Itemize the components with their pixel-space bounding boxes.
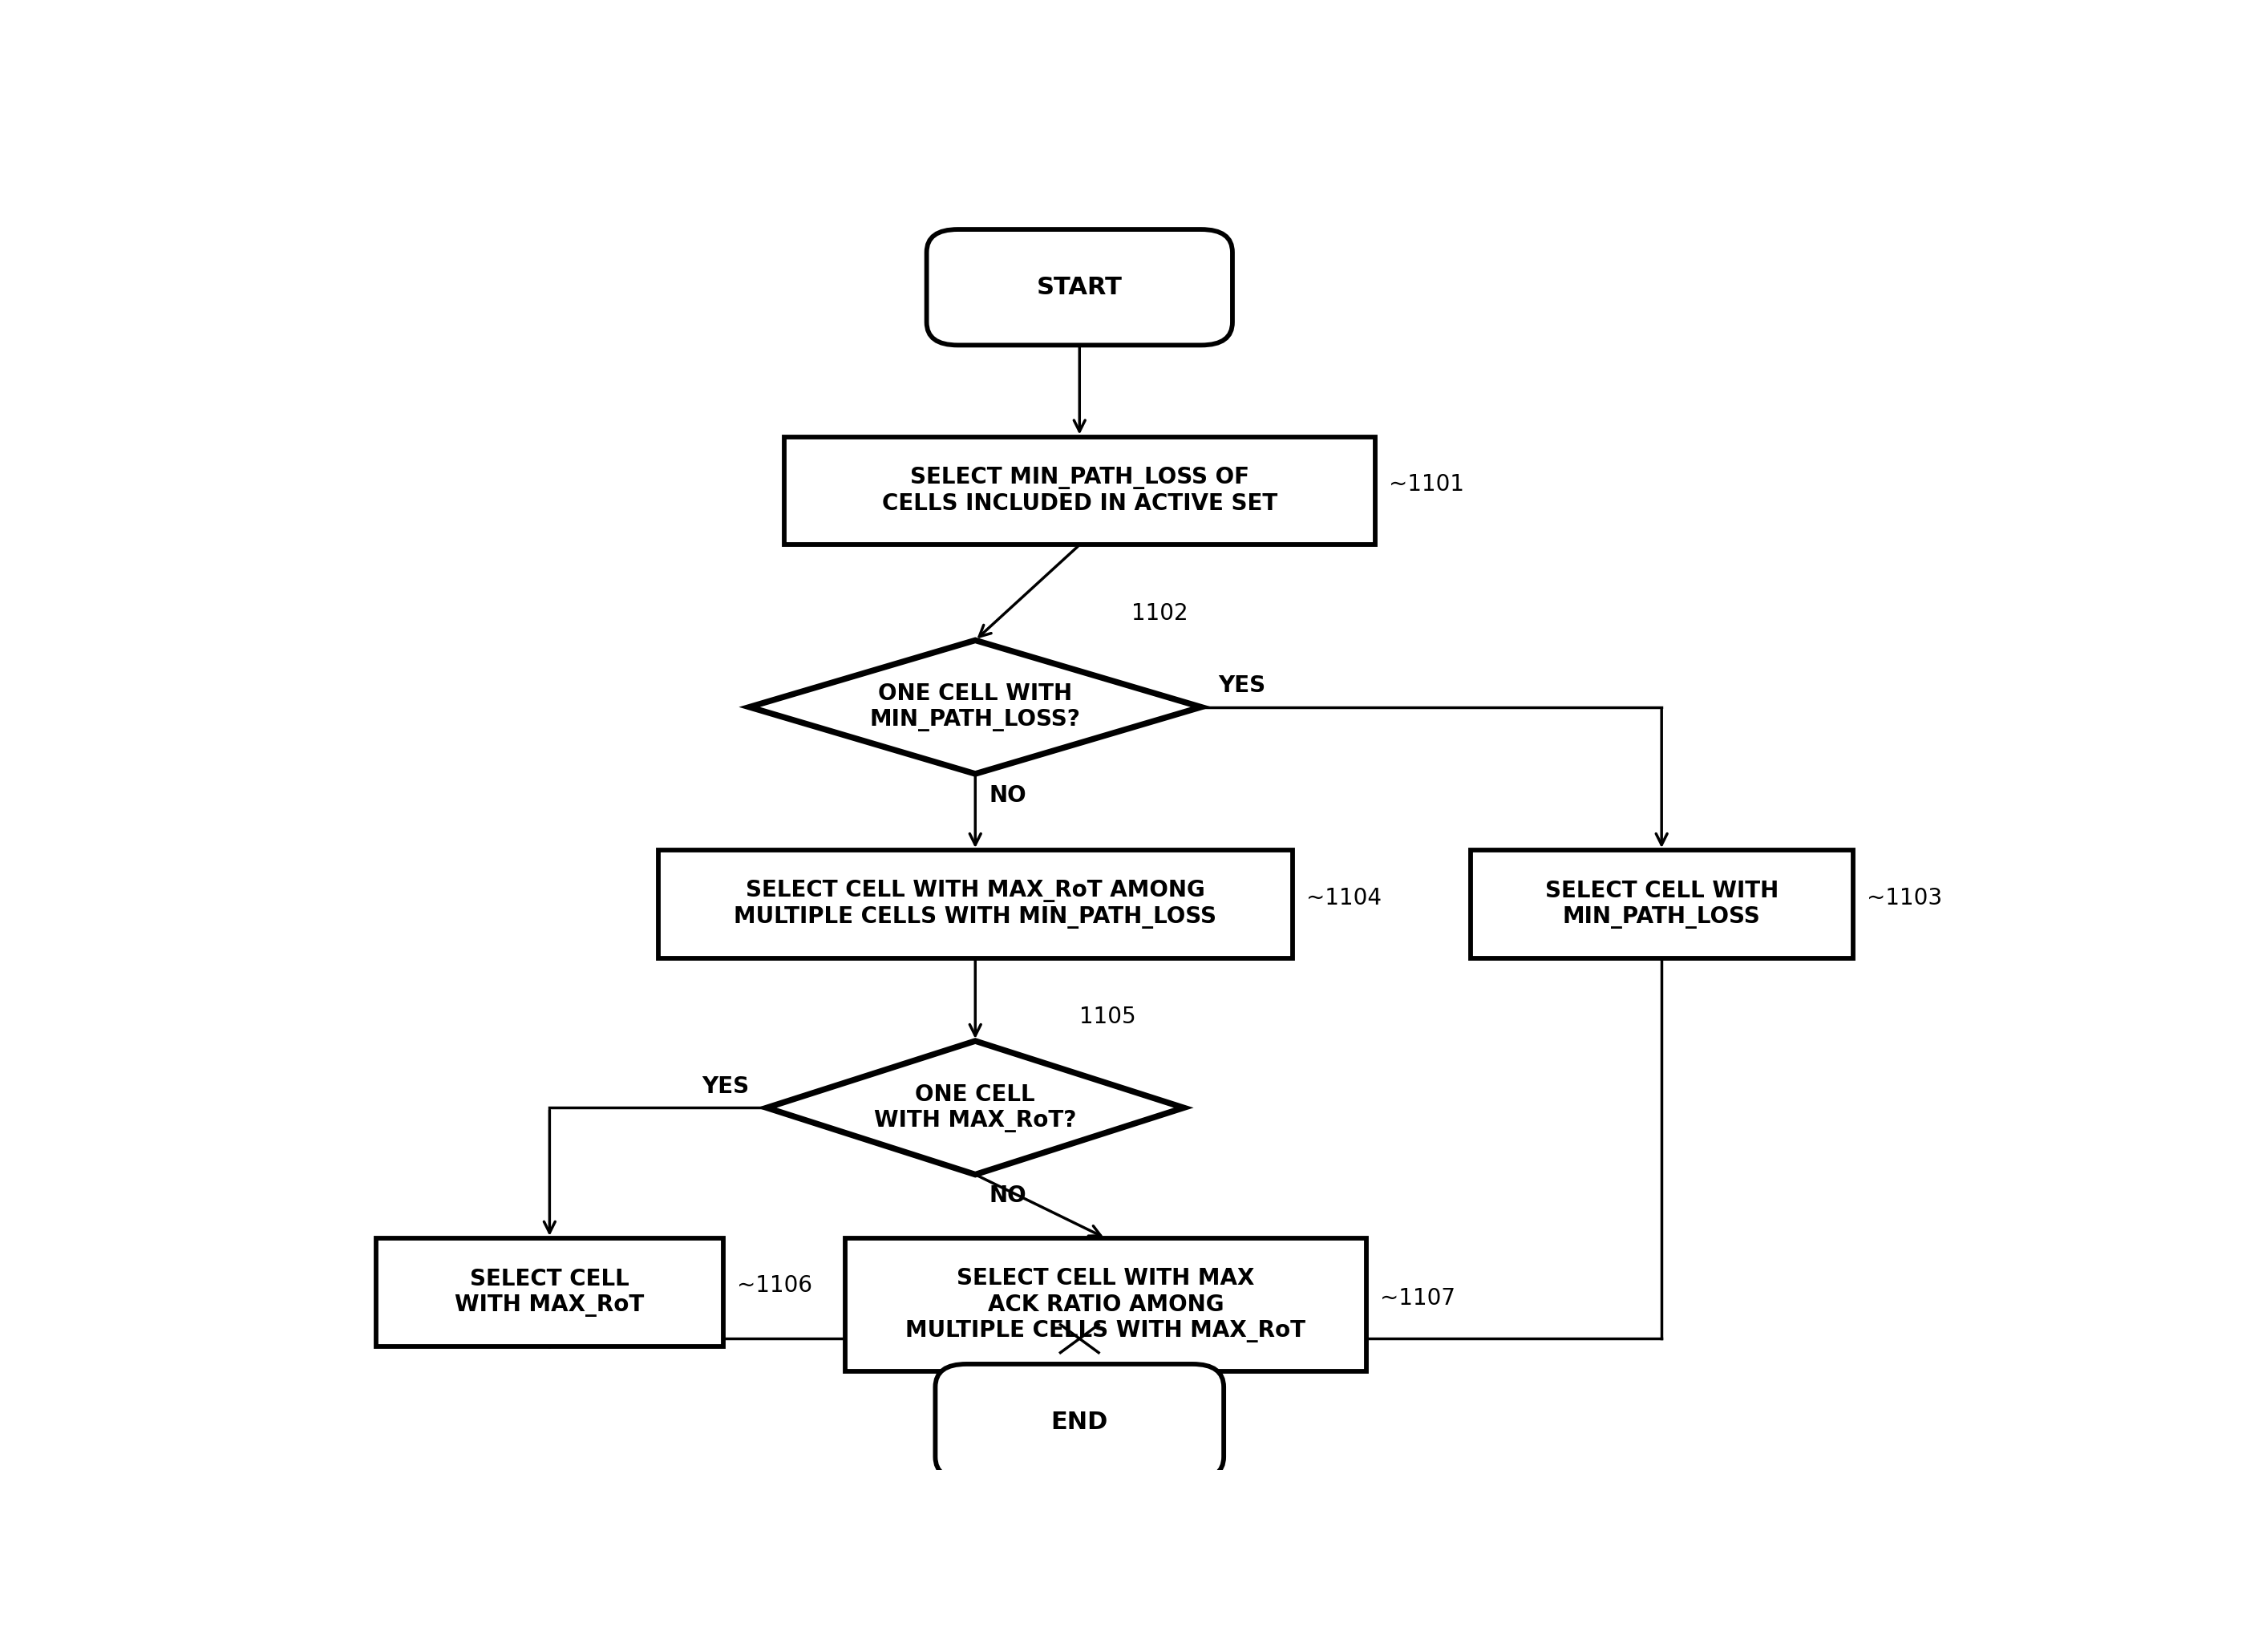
Bar [1471,851,1852,958]
Text: SELECT CELL WITH MAX_RoT AMONG
MULTIPLE CELLS WITH MIN_PATH_LOSS: SELECT CELL WITH MAX_RoT AMONG MULTIPLE … [733,879,1217,928]
FancyBboxPatch shape [926,230,1233,345]
Bar [845,1237,1365,1371]
Text: ONE CELL
WITH MAX_RoT?: ONE CELL WITH MAX_RoT? [874,1084,1076,1132]
Text: ~1106: ~1106 [738,1275,812,1297]
Bar [785,436,1374,545]
Text: SELECT CELL WITH
MIN_PATH_LOSS: SELECT CELL WITH MIN_PATH_LOSS [1545,879,1778,928]
Polygon shape [767,1041,1184,1175]
Text: ~1101: ~1101 [1388,472,1464,496]
Polygon shape [749,641,1202,773]
Text: ~1103: ~1103 [1868,887,1942,909]
Text: ~1104: ~1104 [1307,887,1381,909]
Text: START: START [1036,276,1123,299]
Text: 1102: 1102 [1132,603,1188,624]
Text: ~1107: ~1107 [1381,1287,1455,1310]
Bar [659,851,1291,958]
Bar [377,1237,724,1346]
Text: YES: YES [1220,674,1267,697]
Text: SELECT CELL WITH MAX
ACK RATIO AMONG
MULTIPLE CELLS WITH MAX_RoT: SELECT CELL WITH MAX ACK RATIO AMONG MUL… [906,1267,1305,1343]
Text: SELECT CELL
WITH MAX_RoT: SELECT CELL WITH MAX_RoT [455,1267,643,1317]
Text: NO: NO [989,785,1027,806]
Text: END: END [1051,1411,1108,1434]
Text: SELECT MIN_PATH_LOSS OF
CELLS INCLUDED IN ACTIVE SET: SELECT MIN_PATH_LOSS OF CELLS INCLUDED I… [881,466,1278,515]
Text: ONE CELL WITH
MIN_PATH_LOSS?: ONE CELL WITH MIN_PATH_LOSS? [870,682,1081,732]
FancyBboxPatch shape [935,1365,1224,1480]
Text: 1105: 1105 [1081,1006,1137,1028]
Text: NO: NO [989,1184,1027,1208]
Text: YES: YES [702,1075,749,1097]
